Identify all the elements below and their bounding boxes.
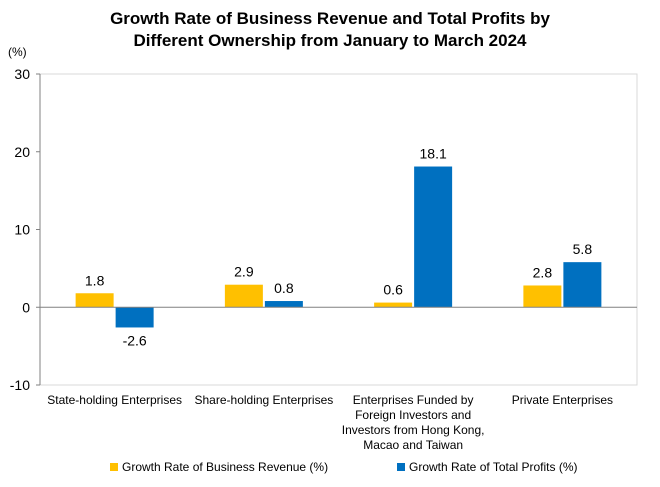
legend-label-revenue: Growth Rate of Business Revenue (%) <box>122 460 329 474</box>
y-tick-label: 10 <box>14 222 30 238</box>
x-category-label-2: Share-holding Enterprises <box>195 393 334 407</box>
data-label-profits-2: 0.8 <box>274 280 294 296</box>
chart-title: Growth Rate of Business Revenue and Tota… <box>0 8 660 52</box>
x-category-label-4: Private Enterprises <box>512 393 613 407</box>
x-category-label-3: Enterprises Funded by <box>353 393 474 407</box>
x-category-label-1: State-holding Enterprises <box>47 393 182 407</box>
y-axis-unit-label: (%) <box>8 45 27 59</box>
x-category-label-3: Macao and Taiwan <box>363 438 463 452</box>
data-label-revenue-3: 0.6 <box>383 282 403 298</box>
legend: Growth Rate of Business Revenue (%) Grow… <box>0 460 660 478</box>
data-label-profits-3: 18.1 <box>420 146 447 162</box>
x-category-label-3: Investors from Hong Kong, <box>342 423 485 437</box>
y-tick-label: 0 <box>22 299 30 315</box>
bar-profits-1 <box>115 307 154 328</box>
y-tick-label: -10 <box>10 377 30 393</box>
data-label-revenue-2: 2.9 <box>234 264 254 280</box>
legend-swatch-revenue <box>110 463 118 471</box>
legend-swatch-profits <box>397 463 405 471</box>
legend-item-revenue: Growth Rate of Business Revenue (%) <box>110 460 328 474</box>
bar-revenue-3 <box>374 302 413 308</box>
bar-profits-3 <box>414 166 453 308</box>
y-tick-label: 30 <box>14 66 30 82</box>
bar-profits-2 <box>264 301 303 308</box>
data-label-profits-1: -2.6 <box>123 332 147 348</box>
legend-label-profits: Growth Rate of Total Profits (%) <box>409 460 578 474</box>
y-tick-label: 20 <box>14 144 30 160</box>
data-label-revenue-1: 1.8 <box>85 272 105 288</box>
data-label-revenue-4: 2.8 <box>533 264 553 280</box>
bar-profits-4 <box>563 262 602 308</box>
bar-revenue-2 <box>224 284 263 308</box>
bar-revenue-1 <box>75 293 114 308</box>
chart-title-line-2: Different Ownership from January to Marc… <box>133 31 527 50</box>
chart-title-line-1: Growth Rate of Business Revenue and Tota… <box>110 9 550 28</box>
legend-item-profits: Growth Rate of Total Profits (%) <box>397 460 578 474</box>
bar-revenue-4 <box>523 285 562 308</box>
x-category-label-3: Foreign Investors and <box>355 408 471 422</box>
data-label-profits-4: 5.8 <box>573 241 593 257</box>
